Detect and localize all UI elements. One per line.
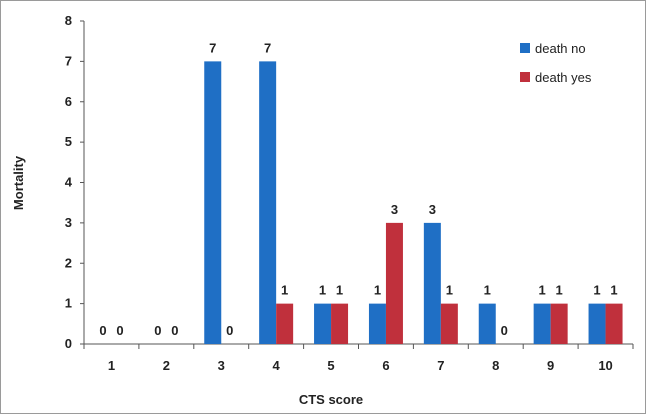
legend: death no death yes [520, 41, 592, 85]
bar-value-label: 0 [501, 323, 508, 338]
bar-value-label: 1 [281, 283, 288, 298]
x-tick-label: 5 [327, 358, 334, 373]
y-axis-title: Mortality [11, 155, 26, 210]
bar-death-yes [385, 222, 403, 344]
bar-value-label: 1 [539, 283, 546, 298]
legend-swatch [520, 72, 530, 82]
bar-value-label: 1 [610, 283, 617, 298]
x-tick-label: 6 [382, 358, 389, 373]
bar-value-label: 1 [556, 283, 563, 298]
y-tick-label: 5 [65, 134, 72, 149]
bar-death-no [314, 303, 332, 344]
bar-death-no [368, 303, 386, 344]
y-axis: 0 1 2 3 4 5 6 7 8 [65, 13, 85, 351]
bar-value-label: 3 [391, 202, 398, 217]
x-tick-label: 7 [437, 358, 444, 373]
x-axis-title: CTS score [299, 392, 363, 407]
x-tick-label: 1 [108, 358, 115, 373]
bars [204, 61, 623, 344]
x-tick-label: 3 [218, 358, 225, 373]
x-tick-label: 10 [598, 358, 612, 373]
y-tick-label: 1 [65, 296, 72, 311]
bar-value-label: 0 [226, 323, 233, 338]
bar-value-label: 7 [264, 40, 271, 55]
y-tick-label: 8 [65, 13, 72, 28]
bar-death-yes [550, 303, 568, 344]
legend-label: death no [535, 41, 586, 56]
y-tick-label: 6 [65, 94, 72, 109]
x-tick-label: 8 [492, 358, 499, 373]
bar-value-label: 7 [209, 40, 216, 55]
bar-death-no [259, 61, 277, 344]
y-tick-label: 7 [65, 53, 72, 68]
bar-death-no [204, 61, 222, 344]
bar-death-yes [440, 303, 458, 344]
bar-value-label: 0 [154, 323, 161, 338]
bar-death-no [423, 222, 441, 344]
bar-value-label: 1 [336, 283, 343, 298]
bar-death-yes [276, 303, 294, 344]
bar-death-no [478, 303, 496, 344]
bar-death-yes [331, 303, 349, 344]
legend-label: death yes [535, 70, 592, 85]
bar-death-no [588, 303, 606, 344]
y-tick-label: 3 [65, 215, 72, 230]
x-tick-label: 4 [273, 358, 281, 373]
x-axis: 1 2 3 4 5 6 7 8 9 10 [83, 343, 634, 373]
bar-value-label: 3 [429, 202, 436, 217]
bar-value-label: 1 [484, 283, 491, 298]
y-tick-label: 2 [65, 255, 72, 270]
bar-value-label: 1 [374, 283, 381, 298]
y-tick-label: 4 [65, 175, 73, 190]
x-tick-label: 9 [547, 358, 554, 373]
bar-death-yes [605, 303, 623, 344]
bar-value-label: 1 [446, 283, 453, 298]
bar-death-no [533, 303, 551, 344]
x-tick-label: 2 [163, 358, 170, 373]
bar-value-label: 1 [593, 283, 600, 298]
bar-value-label: 0 [171, 323, 178, 338]
bar-value-label: 1 [319, 283, 326, 298]
bar-value-label: 0 [99, 323, 106, 338]
bar-value-label: 0 [116, 323, 123, 338]
y-tick-label: 0 [65, 336, 72, 351]
legend-swatch [520, 43, 530, 53]
